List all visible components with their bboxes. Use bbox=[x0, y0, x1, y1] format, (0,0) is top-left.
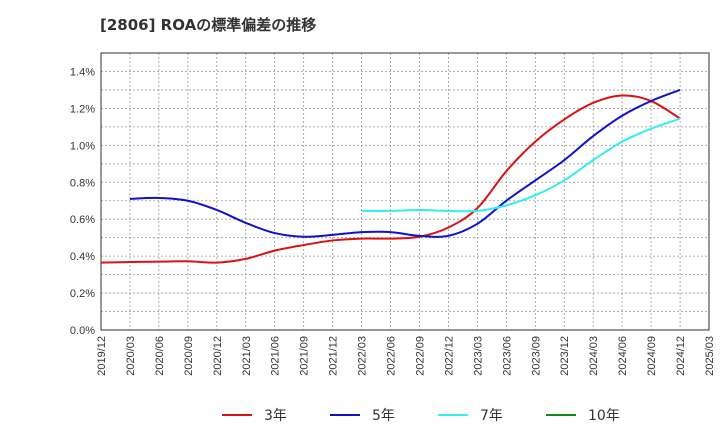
x-axis-ticks: 2019/12 2020/03 2020/06 2020/09 2020/12 2021/… bbox=[96, 336, 716, 376]
plot-area-border bbox=[100, 52, 710, 331]
x-tick-label: 2021/09 bbox=[299, 336, 311, 376]
series-line-2 bbox=[129, 88, 681, 238]
x-tick-label: 2022/03 bbox=[357, 336, 369, 376]
y-tick-label: 1.4% bbox=[70, 66, 95, 78]
y-tick-label: 0.4% bbox=[70, 251, 95, 263]
x-tick-label: 2023/09 bbox=[530, 336, 542, 376]
x-tick-label: 2020/09 bbox=[183, 336, 195, 376]
x-tick-label: 2020/06 bbox=[154, 336, 166, 376]
x-tick-label: 2023/12 bbox=[559, 336, 571, 376]
grid-lines bbox=[101, 53, 709, 330]
x-tick-label: 2021/03 bbox=[241, 336, 253, 376]
series-line-1 bbox=[100, 94, 681, 264]
x-tick-label: 2020/03 bbox=[125, 336, 137, 376]
legend-label: 3年 bbox=[264, 408, 287, 424]
y-axis-ticks: 0.0% 0.2% 0.4% 0.6% 0.8% 1.0% 1.2% 1.4% bbox=[70, 66, 95, 337]
x-tick-label: 2022/12 bbox=[443, 336, 455, 376]
y-tick-label: 1.0% bbox=[70, 140, 95, 152]
x-tick-label: 2024/12 bbox=[675, 336, 687, 376]
series-line-3 bbox=[361, 117, 681, 213]
x-tick-label: 2020/12 bbox=[212, 336, 224, 376]
legend-label: 10年 bbox=[588, 408, 620, 424]
x-tick-label: 2022/09 bbox=[414, 336, 426, 376]
x-tick-label: 2023/06 bbox=[501, 336, 513, 376]
x-tick-label: 2021/12 bbox=[328, 336, 340, 376]
x-tick-label: 2024/06 bbox=[617, 336, 629, 376]
x-tick-label: 2021/06 bbox=[270, 336, 282, 376]
series-lines bbox=[100, 88, 681, 264]
x-tick-label: 2019/12 bbox=[96, 336, 108, 376]
y-tick-label: 0.2% bbox=[70, 288, 95, 300]
y-tick-label: 0.0% bbox=[70, 325, 95, 337]
x-tick-label: 2023/03 bbox=[472, 336, 484, 376]
x-tick-label: 2022/06 bbox=[386, 336, 398, 376]
x-tick-label: 2024/03 bbox=[588, 336, 600, 376]
y-tick-label: 0.6% bbox=[70, 214, 95, 226]
y-tick-label: 0.8% bbox=[70, 177, 95, 189]
chart-title: [2806] ROAの標準偏差の推移 bbox=[100, 16, 317, 34]
x-tick-label: 2025/03 bbox=[704, 336, 716, 376]
y-tick-label: 1.2% bbox=[70, 103, 95, 115]
x-tick-label: 2024/09 bbox=[646, 336, 658, 376]
legend-label: 7年 bbox=[480, 408, 503, 424]
legend: 3年 5年 7年 10年 bbox=[222, 408, 620, 424]
legend-label: 5年 bbox=[372, 408, 395, 424]
